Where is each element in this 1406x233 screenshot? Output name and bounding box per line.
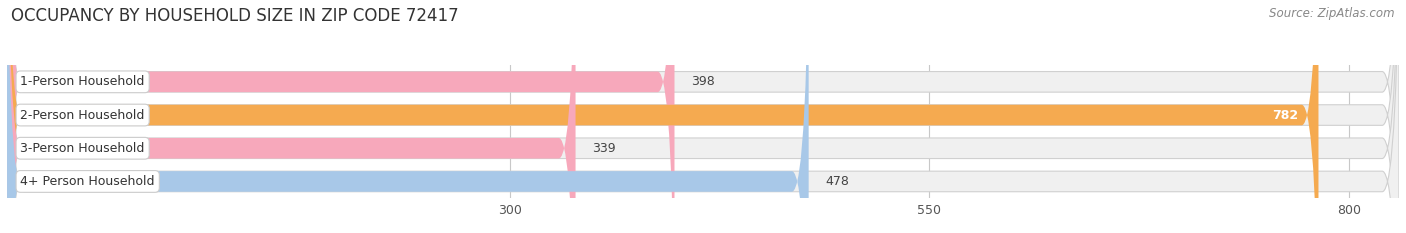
Text: 339: 339 <box>592 142 616 155</box>
Text: 478: 478 <box>825 175 849 188</box>
Text: OCCUPANCY BY HOUSEHOLD SIZE IN ZIP CODE 72417: OCCUPANCY BY HOUSEHOLD SIZE IN ZIP CODE … <box>11 7 458 25</box>
FancyBboxPatch shape <box>7 0 1399 233</box>
FancyBboxPatch shape <box>7 0 1399 233</box>
FancyBboxPatch shape <box>7 0 575 233</box>
Text: 2-Person Household: 2-Person Household <box>21 109 145 122</box>
Text: 4+ Person Household: 4+ Person Household <box>21 175 155 188</box>
Text: 3-Person Household: 3-Person Household <box>21 142 145 155</box>
Text: 782: 782 <box>1272 109 1298 122</box>
FancyBboxPatch shape <box>7 0 1399 233</box>
FancyBboxPatch shape <box>7 0 1319 233</box>
Text: Source: ZipAtlas.com: Source: ZipAtlas.com <box>1270 7 1395 20</box>
FancyBboxPatch shape <box>7 0 675 233</box>
FancyBboxPatch shape <box>7 0 1399 233</box>
Text: 398: 398 <box>692 75 716 88</box>
Text: 1-Person Household: 1-Person Household <box>21 75 145 88</box>
FancyBboxPatch shape <box>7 0 808 233</box>
